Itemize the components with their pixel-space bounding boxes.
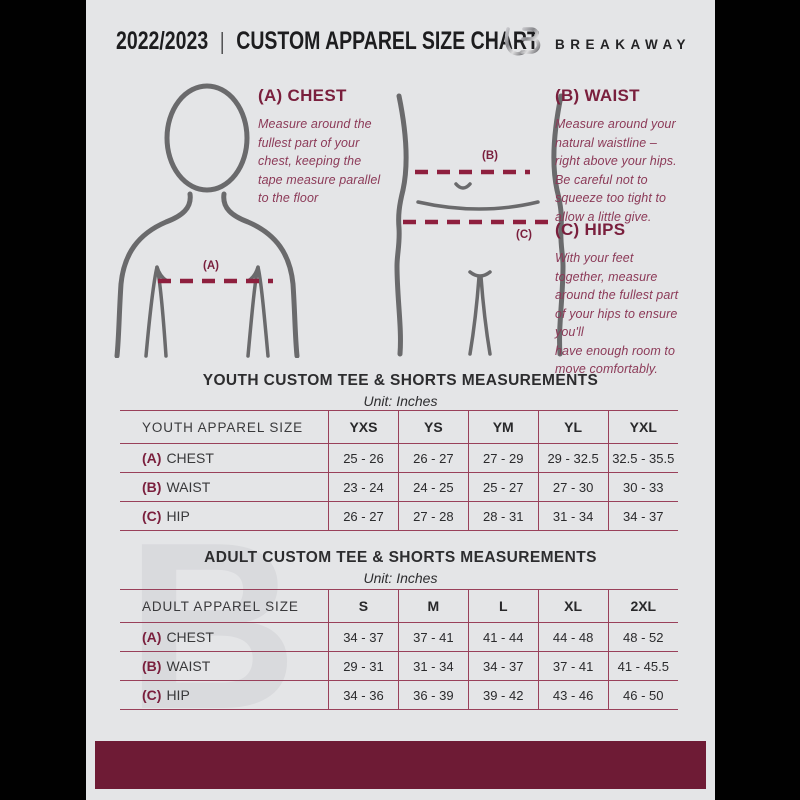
chest-heading: (A) CHEST <box>258 86 347 105</box>
brand-name: BREAKAWAY <box>555 37 692 52</box>
measurement-cell: 41 - 44 <box>467 622 539 652</box>
size-header-yl: YL <box>537 410 609 444</box>
header-divider: | <box>219 27 225 54</box>
row-measure-name: WAIST <box>166 658 211 674</box>
measurement-cell: 43 - 46 <box>537 680 609 710</box>
measurement-cell: 44 - 48 <box>537 622 609 652</box>
size-column-header: YOUTH APPAREL SIZE <box>120 410 329 444</box>
waist-body-text: Measure around your natural waistline – … <box>555 117 677 224</box>
table-row-chest: (A) CHEST 34 - 37 37 - 41 41 - 44 44 - 48 48 -… <box>120 622 678 652</box>
page-title: CUSTOM APPAREL SIZE CHART <box>236 26 539 55</box>
measurement-cell: 37 - 41 <box>397 622 469 652</box>
row-label-cell: (B) WAIST <box>120 472 329 502</box>
row-label-cell: (C) HIP <box>120 680 329 710</box>
adult-table-title: ADULT CUSTOM TEE & SHORTS MEASUREMENTS <box>204 549 597 566</box>
measurement-cell: 39 - 42 <box>467 680 539 710</box>
row-measure-name: CHEST <box>166 450 214 466</box>
measurement-cell: 23 - 24 <box>328 472 399 502</box>
chest-body-text: Measure around the fullest part of your … <box>258 117 381 205</box>
table-row-hip: (C) HIP 26 - 27 27 - 28 28 - 31 31 - 34 34 - 3… <box>120 501 678 531</box>
row-prefix: (C) <box>142 687 162 703</box>
waist-marker-label: (B) <box>482 150 498 162</box>
measurement-cell: 37 - 41 <box>537 651 609 681</box>
measurement-cell: 28 - 31 <box>467 501 539 531</box>
adult-table-unit: Unit: Inches <box>363 570 438 586</box>
hips-body-text: With your feet together, measure around … <box>555 251 679 376</box>
measurement-cell: 27 - 30 <box>537 472 609 502</box>
table-row-hip: (C) HIP 34 - 36 36 - 39 39 - 42 43 - 46 46 - 5… <box>120 680 678 710</box>
measurement-cell: 25 - 26 <box>328 443 399 473</box>
size-header-yxl: YXL <box>607 410 678 444</box>
measurement-cell: 32.5 - 35.5 <box>607 443 678 473</box>
row-measure-name: CHEST <box>166 629 214 645</box>
brand-lockup: BREAKAWAY <box>503 18 691 67</box>
lower-body-figure <box>394 93 566 357</box>
row-measure-name: HIP <box>166 687 190 703</box>
waist-heading: (B) WAIST <box>555 86 640 105</box>
measurement-cell: 29 - 31 <box>328 651 399 681</box>
size-header-s: S <box>328 589 399 623</box>
table-row-chest: (A) CHEST 25 - 26 26 - 27 27 - 29 29 - 32.5 32… <box>120 443 678 473</box>
measurement-cell: 41 - 45.5 <box>607 651 678 681</box>
season-year: 2022/2023 <box>116 26 209 55</box>
measurement-cell: 26 - 27 <box>328 501 399 531</box>
table-row-waist: (B) WAIST 23 - 24 24 - 25 25 - 27 27 - 30 30 -… <box>120 472 678 502</box>
measurement-cell: 34 - 37 <box>467 651 539 681</box>
size-header-ym: YM <box>467 410 539 444</box>
row-measure-name: WAIST <box>166 479 211 495</box>
row-measure-name: HIP <box>166 508 190 524</box>
hips-heading: (C) HIPS <box>555 220 626 239</box>
size-chart-page: B 2022/2023 | CUSTOM APPAREL SIZE CHART <box>86 0 715 800</box>
hips-marker-label: (C) <box>516 229 532 241</box>
table-row-waist: (B) WAIST 29 - 31 31 - 34 34 - 37 37 - 41 41 -… <box>120 651 678 681</box>
size-header-xl: XL <box>537 589 609 623</box>
row-prefix: (B) <box>142 658 162 674</box>
breakaway-b-logo-icon <box>503 18 545 67</box>
size-header-m: M <box>397 589 469 623</box>
size-header-yxs: YXS <box>328 410 399 444</box>
upper-body-figure <box>114 83 300 358</box>
row-label-cell: (A) CHEST <box>120 622 329 652</box>
chest-instructions: (A) CHEST Measure around the fullest par… <box>258 86 403 208</box>
measurement-cell: 48 - 52 <box>607 622 678 652</box>
measurement-cell: 27 - 28 <box>397 501 469 531</box>
measurement-cell: 26 - 27 <box>397 443 469 473</box>
row-prefix: (C) <box>142 508 162 524</box>
size-header-l: L <box>467 589 539 623</box>
table-header-row: YOUTH APPAREL SIZE YXS YS YM YL YXL <box>120 410 678 444</box>
row-prefix: (B) <box>142 479 162 495</box>
measurement-cell: 31 - 34 <box>397 651 469 681</box>
adult-size-table: ADULT APPAREL SIZE S M L XL 2XL (A) CHEST 34 - 3… <box>120 589 678 710</box>
chest-marker-label: (A) <box>203 260 219 272</box>
youth-table-title: YOUTH CUSTOM TEE & SHORTS MEASUREMENTS <box>202 372 599 389</box>
size-column-header: ADULT APPAREL SIZE <box>120 589 329 623</box>
page-header: 2022/2023 | CUSTOM APPAREL SIZE CHART <box>116 24 539 58</box>
measurement-cell: 27 - 29 <box>467 443 539 473</box>
row-label-cell: (B) WAIST <box>120 651 329 681</box>
youth-table-unit: Unit: Inches <box>363 393 438 409</box>
hips-instructions: (C) HIPS With your feet together, measur… <box>555 220 715 379</box>
row-prefix: (A) <box>142 629 162 645</box>
measurement-cell: 34 - 36 <box>328 680 399 710</box>
measurement-cell: 24 - 25 <box>397 472 469 502</box>
youth-size-table: YOUTH APPAREL SIZE YXS YS YM YL YXL (A) CHEST 25… <box>120 410 678 531</box>
measurement-cell: 30 - 33 <box>607 472 678 502</box>
table-header-row: ADULT APPAREL SIZE S M L XL 2XL <box>120 589 678 623</box>
measurement-cell: 36 - 39 <box>397 680 469 710</box>
row-prefix: (A) <box>142 450 162 466</box>
measurement-cell: 29 - 32.5 <box>537 443 609 473</box>
row-label-cell: (A) CHEST <box>120 443 329 473</box>
waist-instructions: (B) WAIST Measure around your natural wa… <box>555 86 715 226</box>
measurement-cell: 25 - 27 <box>467 472 539 502</box>
row-label-cell: (C) HIP <box>120 501 329 531</box>
size-header-2xl: 2XL <box>607 589 678 623</box>
measurement-cell: 34 - 37 <box>607 501 678 531</box>
measurement-cell: 34 - 37 <box>328 622 399 652</box>
footer-bar <box>95 741 706 789</box>
measurement-cell: 31 - 34 <box>537 501 609 531</box>
size-header-ys: YS <box>397 410 469 444</box>
measurement-cell: 46 - 50 <box>607 680 678 710</box>
